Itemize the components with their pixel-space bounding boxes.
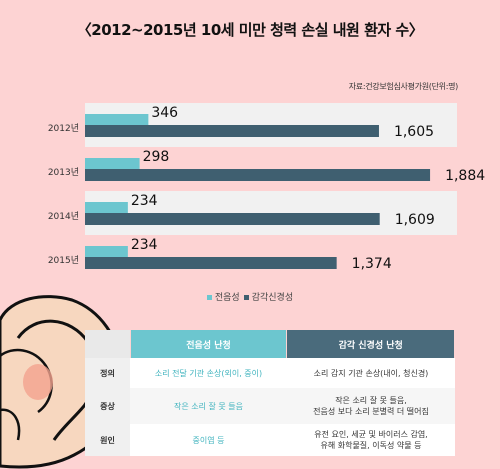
cell-conductive: 작은 소리 잘 못 들음 [130, 388, 287, 424]
row-label: 증상 [85, 388, 130, 424]
cell-conductive: 소리 전달 기관 손상(외이, 중이) [130, 358, 287, 388]
data-label-sensorineural: 1,605 [394, 124, 434, 140]
data-label-sensorineural: 1,884 [445, 168, 485, 184]
bar-chart: 2012년 346 1,605 2013년 298 1,884 2014년 234 1,609 2… [48, 103, 485, 272]
data-label-conductive: 234 [131, 237, 158, 253]
data-label-conductive: 298 [143, 149, 170, 165]
data-label-sensorineural: 1,374 [352, 256, 392, 272]
table-header-conductive: 전음성 난청 [130, 330, 287, 358]
bar-conductive [85, 202, 128, 213]
row-label: 원인 [85, 424, 130, 456]
category-label: 2012년 [48, 123, 79, 134]
category-label: 2015년 [48, 255, 79, 266]
legend-swatch-conductive [206, 294, 212, 300]
data-label-conductive: 234 [131, 193, 158, 209]
cell-sensorineural: 유전 요인, 세균 및 바이러스 감염, 유해 화학물질, 이독성 약물 등 [287, 424, 455, 456]
table-header-sensorineural: 감각 신경성 난청 [287, 330, 455, 358]
table-header-row: 전음성 난청 감각 신경성 난청 [85, 330, 455, 358]
cell-sensorineural: 소리 감지 기관 손상(내이, 청신경) [287, 358, 455, 388]
chart-title: 〈2012~2015년 10세 미만 청력 손실 내원 환자 수〉 [76, 21, 424, 39]
table-row: 원인 중이염 등 유전 요인, 세균 및 바이러스 감염, 유해 화학물질, 이… [85, 424, 455, 456]
bar-sensorineural [85, 257, 337, 269]
bar-sensorineural [85, 213, 380, 225]
table-row: 증상 작은 소리 잘 못 들음 작은 소리 잘 못 들음, 전음성 보다 소리 … [85, 388, 455, 424]
bar-sensorineural [85, 169, 431, 181]
category-label: 2013년 [48, 167, 79, 178]
legend-label-sensorineural: 감각신경성 [251, 293, 294, 303]
legend-swatch-sensorineural [243, 294, 249, 300]
category-label: 2014년 [48, 211, 79, 222]
bar-conductive [85, 158, 140, 169]
comparison-table: 전음성 난청 감각 신경성 난청 정의 소리 전달 기관 손상(외이, 중이) … [85, 330, 455, 456]
data-label-conductive: 346 [151, 105, 178, 121]
legend-label-conductive: 전음성 [214, 293, 240, 303]
cell-conductive: 중이염 등 [130, 424, 287, 456]
source-note: 자료:건강보험심사평가원(단위:명) [348, 82, 459, 91]
table-row: 정의 소리 전달 기관 손상(외이, 중이) 소리 감지 기관 손상(내이, 청… [85, 358, 455, 388]
bar-sensorineural [85, 125, 379, 137]
bar-conductive [85, 246, 128, 257]
cell-sensorineural: 작은 소리 잘 못 들음, 전음성 보다 소리 분별력 더 떨어짐 [287, 388, 455, 424]
bar-conductive [85, 114, 149, 125]
row-label: 정의 [85, 358, 130, 388]
table-header-corner [85, 330, 130, 358]
data-label-sensorineural: 1,609 [395, 212, 435, 228]
legend: 전음성 감각신경성 [0, 290, 500, 303]
